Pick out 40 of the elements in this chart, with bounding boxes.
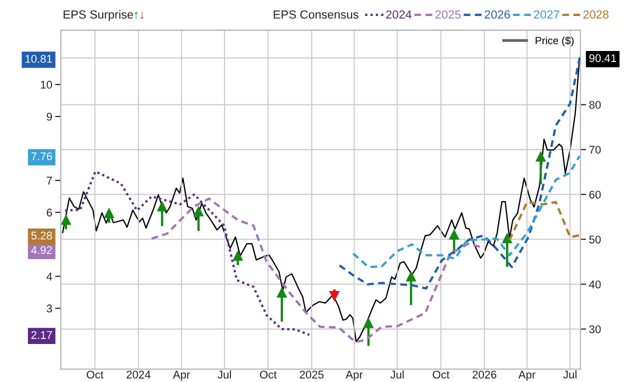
x-tick-label: Oct — [86, 370, 104, 379]
legend-label: 2026 — [484, 10, 510, 19]
x-tick-label: Apr — [172, 370, 190, 381]
y2-tick-label: 30 — [589, 325, 601, 334]
y-tick-label: 7 — [46, 176, 52, 184]
x-tick-label: Apr — [518, 370, 536, 381]
y-tick-label: 10 — [40, 80, 52, 89]
x-tick-label: Jul — [390, 370, 404, 379]
x-tick-label: Oct — [432, 370, 450, 379]
x-tick-label: 2024 — [126, 370, 150, 379]
legend-label: 2024 — [386, 10, 412, 19]
y-tick-label: 2.17 — [31, 331, 52, 339]
y-tick-label: 10.81 — [26, 54, 52, 63]
x-tick-label: Oct — [260, 370, 277, 379]
y2-tick-label: 40 — [589, 280, 601, 288]
y-tick-label: 4.92 — [31, 246, 52, 254]
y-tick-label: 5.28 — [31, 232, 52, 240]
series-label: Price ($) — [536, 36, 574, 46]
legend-label: 2025 — [435, 10, 461, 19]
y2-tick-label: 90.41 — [589, 54, 616, 62]
x-tick-label: 2026 — [472, 370, 496, 379]
y2-tick-label: 70 — [589, 146, 601, 154]
y2-tick-label: 50 — [589, 236, 601, 244]
x-tick-label: Jul — [218, 370, 231, 379]
x-tick-label: 2025 — [300, 370, 324, 379]
legend-label: 2027 — [534, 10, 560, 19]
x-tick-label: Apr — [346, 370, 363, 381]
y-tick-label: 9 — [46, 112, 52, 121]
y-tick-label: 6 — [46, 208, 52, 217]
y-tick-label: 4 — [46, 272, 52, 280]
y-tick-label: 3 — [46, 304, 52, 312]
x-tick-label: Jul — [563, 370, 576, 379]
text: ↑ — [134, 12, 138, 19]
y2-tick-label: 60 — [589, 190, 601, 199]
y-tick-label: 7.76 — [31, 152, 52, 160]
text: EPS Surprise — [64, 10, 134, 22]
text: EPS Consensus — [274, 10, 358, 19]
legend-label: 2028 — [583, 10, 609, 19]
text: ↓ — [140, 12, 144, 19]
y2-tick-label: 80 — [589, 100, 601, 109]
